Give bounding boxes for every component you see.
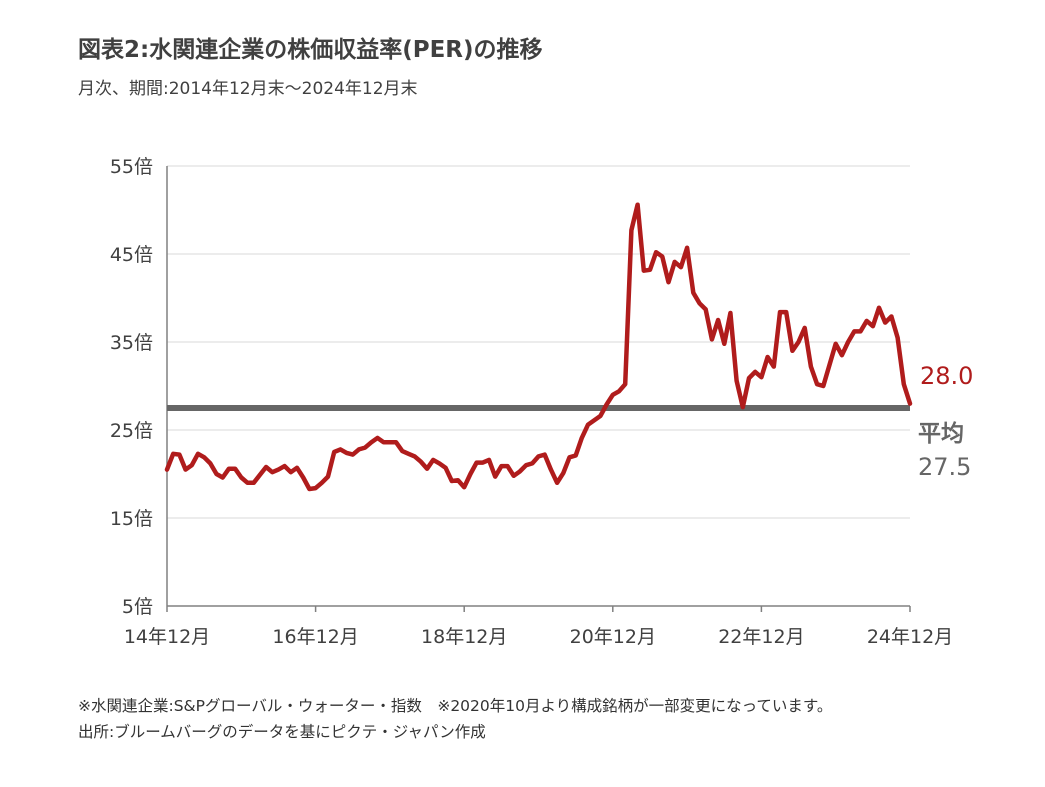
x-tick-label: 18年12月 <box>421 626 507 648</box>
chart-title: 図表2:水関連企業の株価収益率(PER)の推移 <box>78 37 543 63</box>
y-tick-label: 25倍 <box>110 420 153 442</box>
y-tick-label: 45倍 <box>110 244 153 266</box>
y-tick-label: 5倍 <box>122 596 153 618</box>
x-tick-label: 16年12月 <box>272 626 358 648</box>
y-tick-label: 15倍 <box>110 508 153 530</box>
x-tick-label: 20年12月 <box>570 626 656 648</box>
note-constituents: ※水関連企業:S&Pグローバル・ウォーター・指数 ※2020年10月より構成銘柄… <box>78 697 833 715</box>
last-value-label: 28.0 <box>920 362 973 390</box>
x-tick-label: 24年12月 <box>867 626 953 648</box>
average-label: 平均 <box>918 420 964 447</box>
x-tick-label: 22年12月 <box>718 626 804 648</box>
average-value-label: 27.5 <box>918 453 971 481</box>
note-source: 出所:ブルームバーグのデータを基にピクテ・ジャパン作成 <box>78 723 486 741</box>
y-tick-label: 55倍 <box>110 156 153 178</box>
chart-subtitle: 月次、期間:2014年12月末〜2024年12月末 <box>78 79 418 99</box>
x-tick-label: 14年12月 <box>124 626 210 648</box>
chart-notes: ※水関連企業:S&Pグローバル・ウォーター・指数 ※2020年10月より構成銘柄… <box>78 693 832 745</box>
y-tick-label: 35倍 <box>110 332 153 354</box>
per-series-line <box>164 202 913 492</box>
